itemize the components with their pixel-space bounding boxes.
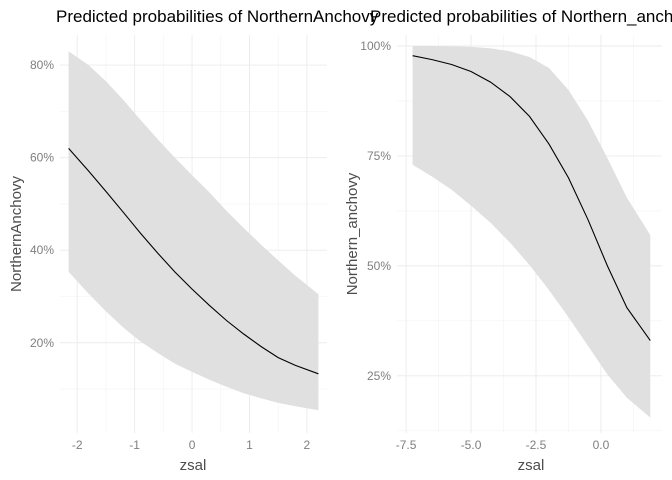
y-tick-label: 100% [360, 39, 391, 53]
y-tick-label: 80% [30, 58, 54, 72]
y-tick-label: 50% [367, 259, 391, 273]
y-tick-label: 60% [30, 151, 54, 165]
x-tick-label: 2 [304, 438, 311, 452]
left-x-ticks: -2 -1 0 1 2 [72, 438, 311, 452]
x-tick-label: -2 [72, 438, 83, 452]
x-tick-label: -7.5 [396, 438, 417, 452]
left-confidence-band [68, 51, 319, 411]
left-predicted-line [68, 148, 319, 375]
right-panel: Predicted probabilities of Northern_anch… [344, 7, 672, 474]
x-tick-label: 0.0 [593, 438, 610, 452]
right-y-ticks: 25% 50% 75% 100% [360, 39, 391, 383]
x-tick-label: -2.5 [526, 438, 547, 452]
x-tick-label: 0 [189, 438, 196, 452]
y-tick-label: 25% [367, 369, 391, 383]
left-panel-title: Predicted probabilities of NorthernAncho… [56, 7, 379, 26]
right-y-axis-label: Northern_anchovy [344, 172, 361, 295]
x-tick-label: -1 [129, 438, 140, 452]
left-y-axis-label: NorthernAnchovy [8, 176, 25, 292]
y-tick-label: 75% [367, 149, 391, 163]
y-tick-label: 40% [30, 243, 54, 257]
right-predicted-line [412, 55, 651, 341]
right-x-ticks: -7.5 -5.0 -2.5 0.0 [396, 438, 610, 452]
left-x-axis-label: zsal [180, 457, 207, 474]
right-x-axis-label: zsal [518, 457, 545, 474]
x-tick-label: 1 [246, 438, 253, 452]
left-y-ticks: 20% 40% 60% 80% [30, 58, 54, 350]
right-confidence-band [412, 46, 651, 418]
right-panel-title: Predicted probabilities of Northern_anch… [370, 7, 672, 26]
y-tick-label: 20% [30, 336, 54, 350]
left-panel: Predicted probabilities of NorthernAncho… [8, 7, 379, 474]
x-tick-label: -5.0 [461, 438, 482, 452]
